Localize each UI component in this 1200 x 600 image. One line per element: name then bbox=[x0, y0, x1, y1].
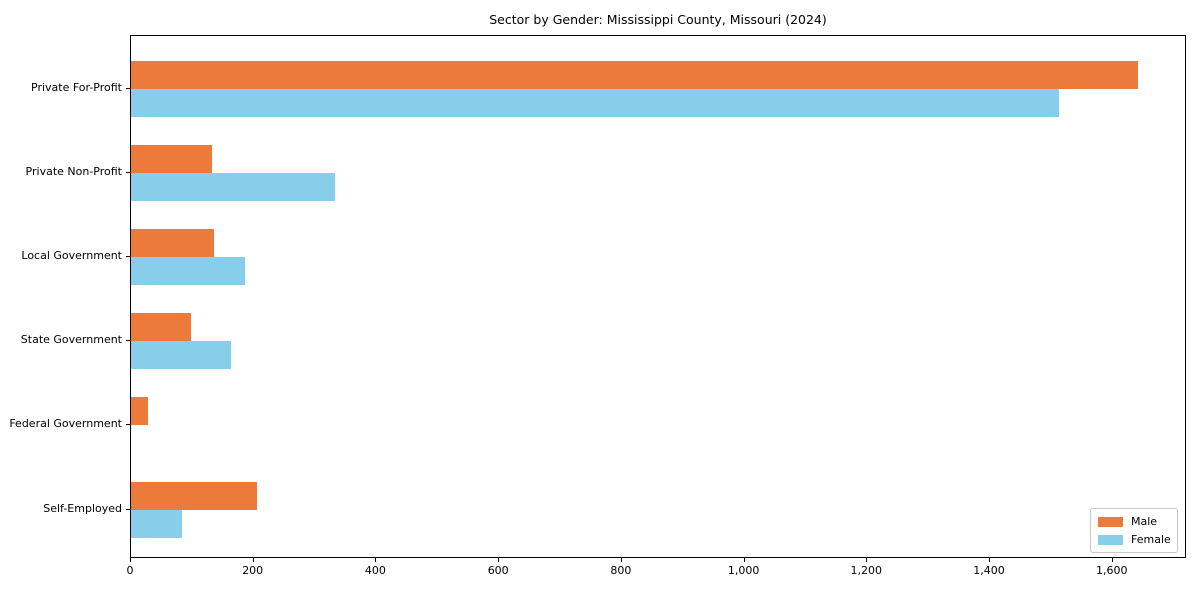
y-tick-mark bbox=[126, 424, 130, 426]
x-tick-label: 0 bbox=[126, 564, 134, 577]
legend-swatch-male-icon bbox=[1098, 516, 1123, 527]
x-tick-label: 1,000 bbox=[727, 564, 760, 577]
bar-male-4 bbox=[131, 397, 149, 426]
legend-swatch-female-icon bbox=[1098, 534, 1123, 545]
chart-title: Sector by Gender: Mississippi County, Mi… bbox=[489, 12, 827, 27]
x-tick-mark bbox=[1111, 558, 1113, 562]
bar-female-1 bbox=[131, 173, 336, 202]
x-tick-mark bbox=[866, 558, 868, 562]
legend-item-female: Female bbox=[1091, 534, 1177, 545]
y-tick-mark bbox=[126, 508, 130, 510]
y-tick-label: State Government bbox=[20, 333, 122, 347]
x-tick-label: 1,200 bbox=[850, 564, 883, 577]
bar-male-5 bbox=[131, 481, 258, 510]
x-tick-mark bbox=[252, 558, 254, 562]
bar-male-3 bbox=[131, 313, 192, 342]
y-tick-mark bbox=[126, 340, 130, 342]
y-tick-mark bbox=[126, 172, 130, 174]
x-tick-label: 1,600 bbox=[1096, 564, 1128, 577]
x-tick-label: 800 bbox=[610, 564, 632, 577]
x-tick-label: 200 bbox=[242, 564, 264, 577]
bar-female-0 bbox=[131, 89, 1059, 117]
y-tick-label: Private For-Profit bbox=[31, 81, 122, 94]
bar-male-2 bbox=[131, 229, 215, 258]
plot-area bbox=[130, 35, 1186, 558]
y-tick-label: Federal Government bbox=[9, 417, 122, 431]
y-tick-label: Local Government bbox=[21, 249, 122, 263]
legend-label-female: Female bbox=[1131, 533, 1171, 546]
x-tick-label: 600 bbox=[487, 564, 509, 577]
bar-female-5 bbox=[131, 509, 182, 538]
y-tick-mark bbox=[126, 256, 130, 258]
x-tick-label: 1,400 bbox=[973, 564, 1005, 577]
bar-male-0 bbox=[131, 61, 1138, 89]
x-tick-mark bbox=[620, 558, 622, 562]
bar-female-2 bbox=[131, 257, 246, 286]
y-tick-label: Private Non-Profit bbox=[25, 165, 122, 179]
x-tick-mark bbox=[375, 558, 377, 562]
x-tick-mark bbox=[130, 558, 131, 562]
y-tick-mark bbox=[126, 88, 130, 89]
y-tick-label: Self-Employed bbox=[43, 501, 122, 515]
x-tick-label: 400 bbox=[364, 564, 386, 577]
legend: Male Female bbox=[1090, 508, 1178, 553]
legend-item-male: Male bbox=[1091, 516, 1177, 527]
x-tick-mark bbox=[743, 558, 745, 562]
x-tick-mark bbox=[989, 558, 990, 562]
bar-female-3 bbox=[131, 341, 231, 370]
bar-male-1 bbox=[131, 145, 212, 174]
x-tick-mark bbox=[498, 558, 500, 562]
legend-label-male: Male bbox=[1131, 515, 1158, 528]
